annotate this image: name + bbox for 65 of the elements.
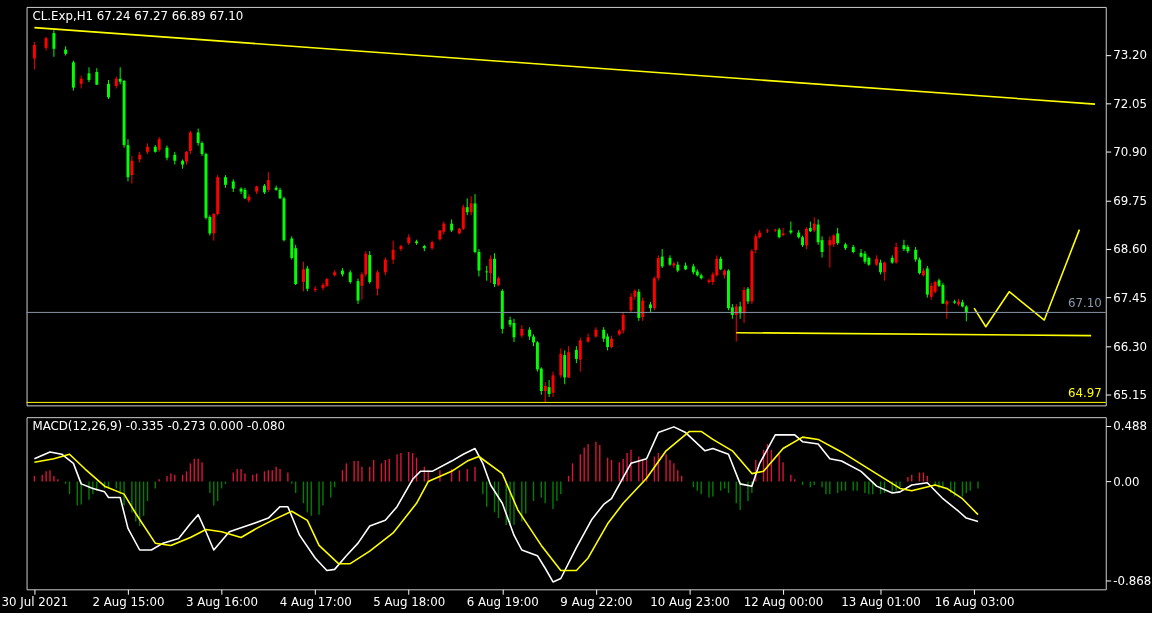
y-tick-label: 66.30	[1113, 339, 1147, 354]
x-tick-label: 4 Aug 17:00	[279, 594, 352, 609]
x-tick-label: 30 Jul 2021	[1, 594, 69, 609]
candlestick	[391, 240, 395, 265]
candlestick	[469, 195, 473, 216]
candlestick	[188, 130, 192, 155]
candlestick	[656, 254, 660, 282]
candlestick	[239, 186, 243, 195]
candlestick	[461, 204, 465, 231]
y-tick-label: 65.15	[1113, 388, 1147, 403]
candlestick	[672, 261, 676, 269]
y-tick-label: 72.05	[1113, 96, 1147, 111]
y-tick-label: -0.868	[1113, 573, 1152, 588]
candlestick	[547, 379, 551, 398]
x-tick-label: 5 Aug 18:00	[373, 594, 446, 609]
candlestick	[894, 242, 898, 265]
candlestick	[828, 235, 832, 269]
candlestick	[559, 347, 563, 379]
candlestick	[563, 349, 567, 385]
candlestick	[742, 286, 746, 324]
candlestick	[945, 299, 949, 320]
y-tick-label: 69.75	[1113, 193, 1147, 208]
x-tick-label: 10 Aug 23:00	[650, 594, 730, 609]
candlestick	[902, 239, 906, 252]
y-tick-label: 0.488	[1113, 419, 1147, 434]
candlestick	[543, 381, 547, 403]
x-tick-label: 16 Aug 03:00	[934, 594, 1015, 609]
candlestick	[399, 244, 403, 252]
y-tick-label: 73.20	[1113, 48, 1147, 63]
candlestick	[594, 326, 598, 339]
candlestick	[321, 282, 325, 291]
x-tick-label: 13 Aug 01:00	[841, 594, 921, 609]
candlestick	[376, 269, 380, 297]
ref-line-label: 67.10	[1068, 296, 1102, 311]
x-tick-label: 12 Aug 00:00	[743, 594, 824, 609]
candlestick	[781, 227, 785, 237]
candlestick	[489, 254, 493, 284]
candlestick	[789, 221, 793, 235]
candlestick	[301, 261, 305, 292]
candlestick	[941, 282, 945, 305]
y-tick-label: 68.60	[1113, 242, 1147, 257]
x-tick-label: 2 Aug 15:00	[92, 594, 165, 609]
candlestick	[621, 311, 625, 335]
chart-title: MACD(12,26,9) -0.335 -0.273 0.000 -0.080	[32, 418, 285, 433]
candlestick	[130, 155, 134, 185]
candlestick	[539, 366, 543, 396]
candlestick	[266, 171, 270, 193]
candlestick	[305, 265, 309, 292]
candlestick	[660, 248, 664, 269]
ref-line-label: 64.97	[1068, 386, 1102, 401]
x-tick-label: 3 Aug 16:00	[186, 594, 259, 609]
x-tick-label: 6 Aug 19:00	[466, 594, 539, 609]
y-tick-label: 67.45	[1113, 291, 1147, 306]
candlestick	[707, 278, 711, 285]
candlestick	[212, 212, 216, 242]
candlestick	[107, 79, 110, 100]
candlestick	[485, 265, 489, 282]
y-tick-label: 70.90	[1113, 145, 1147, 160]
y-tick-label: 0.00	[1113, 475, 1140, 490]
candlestick	[32, 41, 36, 70]
candlestick	[52, 29, 56, 58]
chart-title: CL.Exp,H1 67.24 67.27 66.89 67.10	[32, 8, 244, 23]
candlestick	[356, 278, 360, 305]
candlestick	[578, 337, 582, 373]
x-tick-label: 9 Aug 22:00	[560, 594, 633, 609]
